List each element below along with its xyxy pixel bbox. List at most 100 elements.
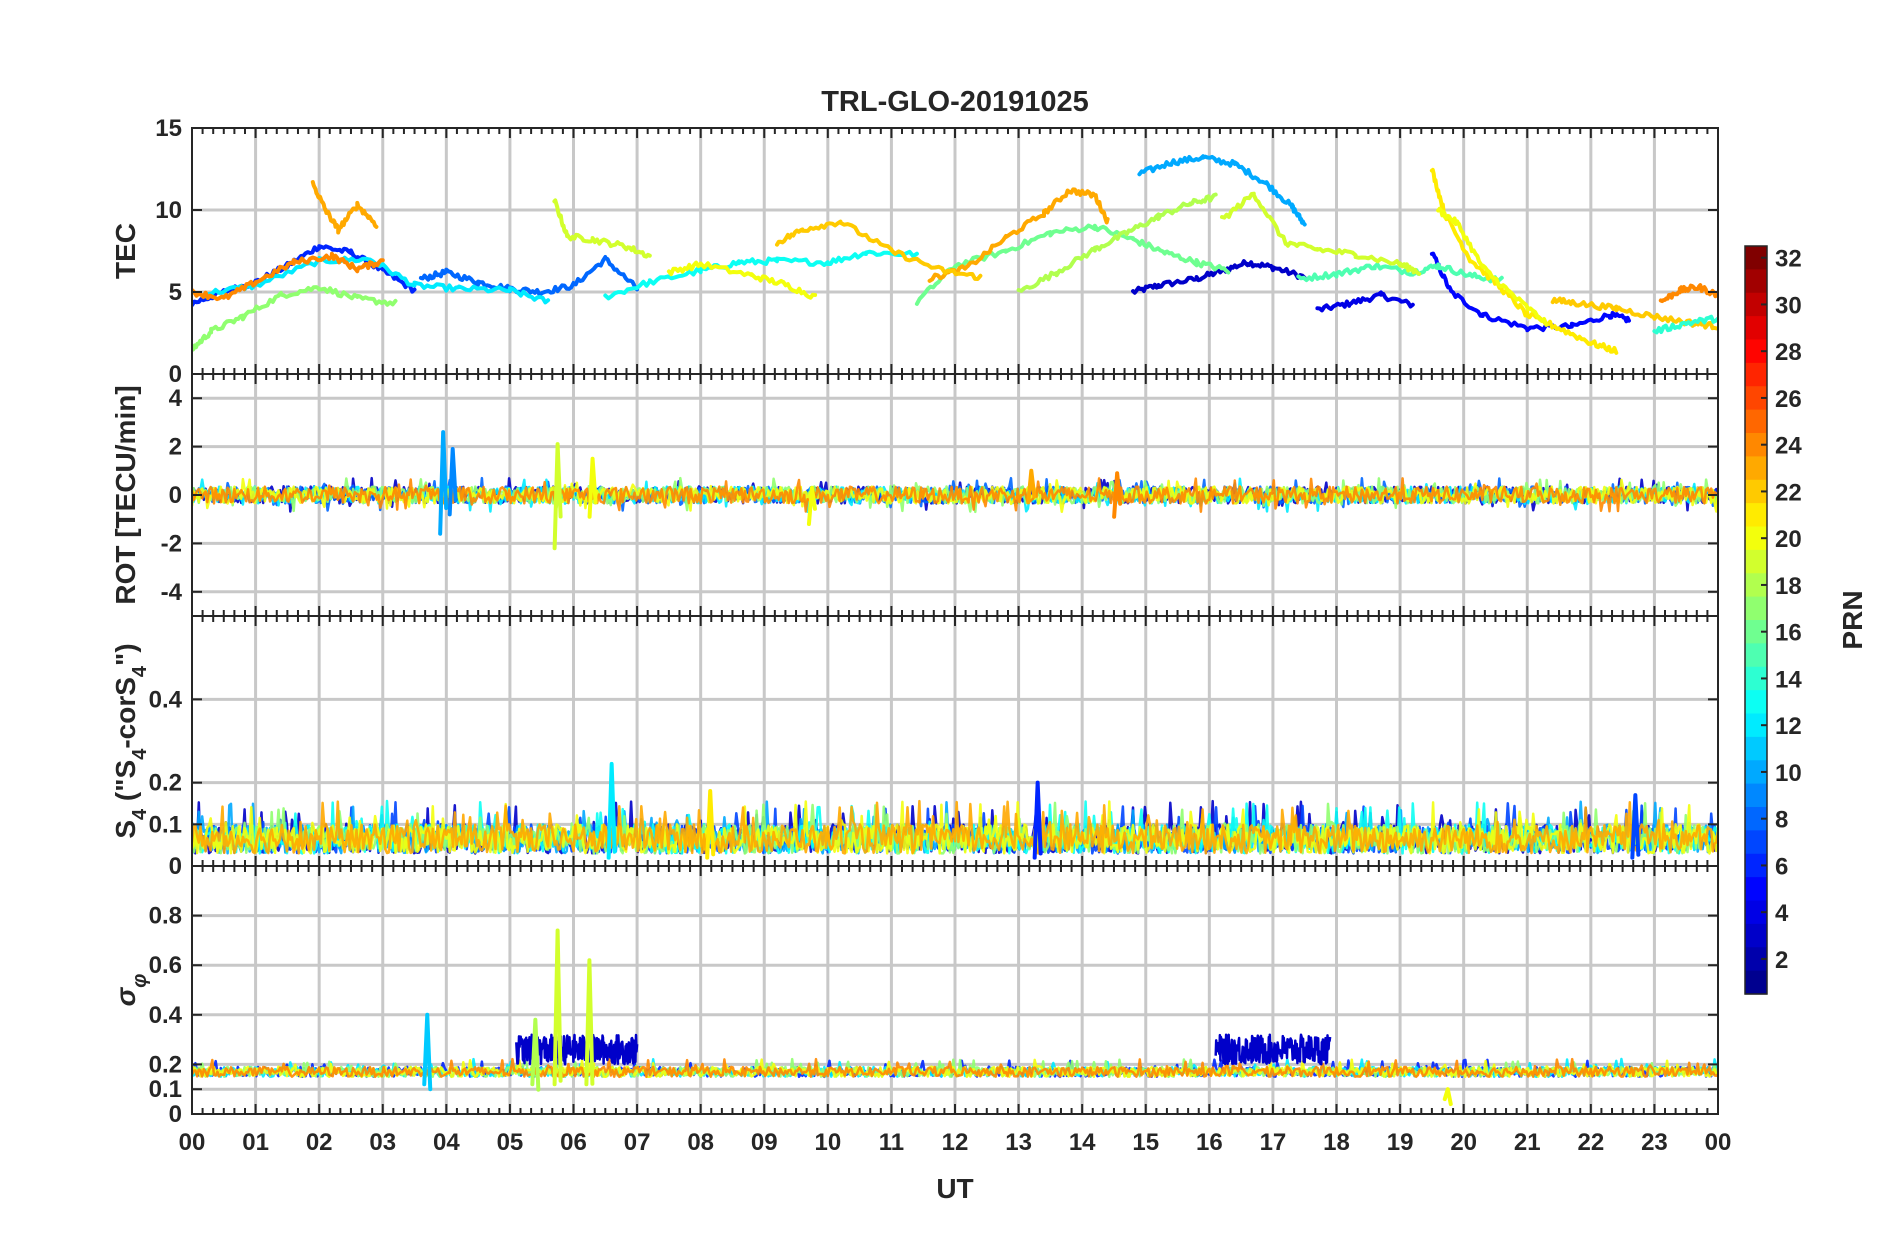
y-tick-label: 0.4 bbox=[149, 686, 183, 713]
x-tick-label: 13 bbox=[1005, 1129, 1032, 1156]
colorbar-tick-label: 26 bbox=[1775, 386, 1802, 413]
x-tick-label: 20 bbox=[1450, 1129, 1477, 1156]
y-tick-label: 0.1 bbox=[149, 1076, 182, 1103]
colorbar-tick-label: 22 bbox=[1775, 479, 1802, 506]
colorbar-swatch bbox=[1745, 877, 1767, 902]
y-tick-label: 0.2 bbox=[149, 770, 182, 797]
spike-prn-19 bbox=[584, 958, 595, 1087]
colorbar-swatch bbox=[1745, 807, 1767, 831]
x-tick-label: 03 bbox=[369, 1129, 396, 1156]
colorbar-tick-label: 10 bbox=[1775, 760, 1802, 787]
x-tick-label: 02 bbox=[306, 1129, 333, 1156]
y-axis-label-rot: ROT [TECU/min] bbox=[110, 385, 141, 604]
burst-prn-3 bbox=[1214, 1033, 1332, 1066]
colorbar-swatch bbox=[1745, 783, 1767, 808]
colorbar-tick-label: 30 bbox=[1775, 292, 1802, 319]
x-tick-label: 22 bbox=[1577, 1129, 1604, 1156]
colorbar-swatch bbox=[1745, 549, 1767, 574]
tec-series-prn-19 bbox=[552, 198, 652, 259]
spike-prn-7 bbox=[1630, 793, 1641, 860]
tec-series-prn-18 bbox=[1016, 192, 1218, 293]
colorbar-swatch bbox=[1745, 760, 1767, 785]
y-axis-label-s4: S4 ("S4-corS4") bbox=[110, 643, 151, 838]
tec-series-prn-12 bbox=[202, 255, 551, 305]
x-tick-label: 19 bbox=[1387, 1129, 1414, 1156]
x-tick-label: 18 bbox=[1323, 1129, 1350, 1156]
colorbar-tick-label: 20 bbox=[1775, 526, 1802, 553]
colorbar-tick-label: 4 bbox=[1775, 900, 1789, 927]
colorbar-tick-label: 8 bbox=[1775, 807, 1788, 834]
spike-prn-24 bbox=[1112, 471, 1123, 519]
colorbar-swatch bbox=[1745, 736, 1767, 761]
colorbar-swatch bbox=[1745, 292, 1767, 317]
spike-prn-12 bbox=[606, 761, 617, 860]
y-tick-label: 0 bbox=[169, 853, 182, 880]
spike-prn-11 bbox=[422, 1012, 433, 1092]
colorbar-swatch bbox=[1745, 713, 1767, 738]
spike-prn-6 bbox=[1032, 780, 1043, 860]
colorbar-swatch bbox=[1745, 526, 1767, 551]
x-tick-label: 23 bbox=[1641, 1129, 1668, 1156]
colorbar-tick-label: 16 bbox=[1775, 620, 1802, 647]
tec-series-prn-17 bbox=[192, 285, 398, 352]
tec-series-prn-5 bbox=[1429, 251, 1631, 333]
y-tick-label: 15 bbox=[155, 115, 182, 142]
spike-prn-10 bbox=[438, 430, 449, 536]
tec-series-prn-24 bbox=[1658, 283, 1718, 304]
colorbar-swatch bbox=[1745, 246, 1767, 270]
panel-tec: 0 5 10 15 TEC bbox=[110, 115, 1719, 388]
colorbar-frame bbox=[1744, 245, 1768, 995]
colorbar-swatch bbox=[1745, 503, 1767, 528]
colorbar-tick-label: 28 bbox=[1775, 339, 1802, 366]
colorbar-swatch bbox=[1745, 830, 1767, 855]
spike-prn-9 bbox=[447, 447, 458, 517]
x-tick-label: 12 bbox=[942, 1129, 969, 1156]
tec-series-prn-16 bbox=[914, 223, 1231, 306]
y-tick-label: 0 bbox=[169, 1101, 182, 1128]
spike-prn-23 bbox=[1026, 468, 1037, 505]
colorbar-label: PRN bbox=[1837, 590, 1868, 649]
x-tick-label: 01 bbox=[242, 1129, 269, 1156]
y-label-part: S bbox=[110, 820, 141, 839]
y-tick-label: 4 bbox=[169, 385, 183, 412]
y-label-subscript: 4 bbox=[129, 748, 151, 760]
colorbar-swatch bbox=[1745, 690, 1767, 715]
spike-prn-20 bbox=[806, 485, 817, 527]
y-tick-label: -4 bbox=[161, 579, 183, 606]
colorbar-swatch bbox=[1745, 362, 1767, 387]
x-tick-label: 05 bbox=[497, 1129, 524, 1156]
x-tick-label: 14 bbox=[1069, 1129, 1096, 1156]
panel-sigma: 00.10.2 0.4 0.6 0.8 σφ bbox=[110, 865, 1719, 1128]
colorbar-swatch bbox=[1745, 970, 1767, 995]
panel-s4-data bbox=[192, 761, 1718, 860]
y-tick-label: 0.4 bbox=[149, 1002, 183, 1029]
colorbar-swatch bbox=[1745, 573, 1767, 598]
x-tick-label: 06 bbox=[560, 1129, 587, 1156]
colorbar-tick-label: 32 bbox=[1775, 246, 1802, 273]
spike-prn-20 bbox=[1442, 1087, 1453, 1107]
panel-s4: 00.10.20.4S4 ("S4-corS4") bbox=[110, 615, 1719, 880]
tec-series-prn-19 bbox=[1220, 191, 1422, 276]
colorbar-swatch bbox=[1745, 339, 1767, 364]
y-tick-label: 0 bbox=[169, 361, 182, 388]
y-tick-label: -2 bbox=[161, 530, 182, 557]
y-axis-label-tec: TEC bbox=[110, 223, 141, 279]
y-tick-label: 0.2 bbox=[149, 1051, 182, 1078]
colorbar-swatch bbox=[1745, 386, 1767, 411]
y-label-part: ("S bbox=[110, 760, 141, 809]
spike-prn-19 bbox=[552, 442, 563, 551]
colorbar-swatch bbox=[1745, 853, 1767, 878]
panel-sigma-data bbox=[192, 928, 1718, 1107]
colorbar-swatch bbox=[1745, 433, 1767, 457]
x-tick-label: 15 bbox=[1132, 1129, 1159, 1156]
colorbar-swatch bbox=[1745, 269, 1767, 294]
x-tick-label: 07 bbox=[624, 1129, 651, 1156]
tec-series-prn-23 bbox=[310, 180, 379, 235]
y-tick-label: 2 bbox=[169, 434, 182, 461]
colorbar-swatch bbox=[1745, 456, 1767, 481]
x-tick-label: 09 bbox=[751, 1129, 778, 1156]
tec-series-prn-23 bbox=[927, 187, 1110, 283]
colorbar-swatch bbox=[1745, 596, 1767, 621]
